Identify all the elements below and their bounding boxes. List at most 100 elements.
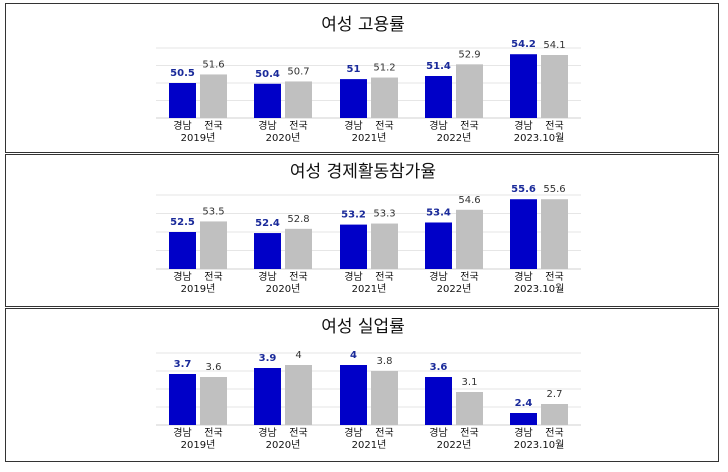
category-label: 2020년	[266, 283, 301, 295]
data-label: 4	[295, 350, 301, 361]
bar-gyeongnam	[254, 233, 281, 269]
series-label: 경남	[344, 270, 362, 283]
series-label: 경남	[429, 270, 447, 283]
bar-gyeongnam	[254, 368, 281, 425]
series-label: 전국	[375, 271, 393, 283]
participation-rate-chart: 여성 경제활동참가율 52.5경남53.5전국2019년52.4경남52.8전국…	[156, 162, 581, 295]
data-label: 2.7	[547, 389, 563, 400]
data-label: 51.2	[373, 63, 395, 74]
series-label: 경남	[344, 426, 362, 439]
category-label: 2022년	[437, 283, 472, 295]
category-label: 2021년	[352, 283, 387, 295]
category-label: 2021년	[352, 132, 387, 144]
bar-gyeongnam	[425, 76, 452, 118]
data-label: 54.1	[543, 40, 565, 51]
category-label: 2020년	[266, 132, 301, 144]
bar-national	[200, 377, 227, 425]
data-label: 2.4	[515, 398, 533, 409]
employment-rate-chart: 여성 고용률 50.5경남51.6전국2019년50.4경남50.7전국2020…	[156, 15, 581, 144]
bar-national	[285, 81, 312, 118]
data-label: 50.7	[287, 66, 309, 77]
bar-gyeongnam	[425, 222, 452, 269]
series-label: 전국	[204, 120, 222, 132]
bar-national	[456, 209, 483, 269]
data-label: 4	[350, 350, 357, 361]
data-label: 53.2	[341, 210, 366, 221]
series-label: 경남	[429, 119, 447, 132]
participation-rate-panel: 여성 경제활동참가율 52.5 경남 53.5 전국 2019년 52.4 경남 52.8 전국…	[5, 154, 719, 307]
category-label: 2019년	[181, 283, 216, 295]
data-label: 51.6	[202, 59, 224, 70]
series-label: 전국	[204, 427, 222, 439]
bar-gyeongnam	[425, 377, 452, 425]
data-label: 50.5	[170, 68, 195, 79]
series-label: 경남	[514, 270, 532, 283]
data-label: 51	[347, 64, 361, 75]
bar-gyeongnam	[510, 199, 537, 269]
data-label: 51.4	[426, 61, 451, 72]
bar-gyeongnam	[510, 413, 537, 425]
bar-gyeongnam	[340, 365, 367, 425]
data-label: 3.9	[259, 353, 277, 364]
bar-national	[200, 221, 227, 269]
series-label: 전국	[545, 427, 563, 439]
series-label: 경남	[429, 426, 447, 439]
data-label: 55.6	[543, 184, 565, 195]
data-label: 54.2	[511, 39, 536, 50]
series-label: 경남	[344, 119, 362, 132]
bar-national	[285, 365, 312, 425]
data-label: 52.4	[255, 218, 280, 229]
series-label: 경남	[514, 119, 532, 132]
category-label: 2022년	[437, 439, 472, 451]
series-label: 전국	[375, 427, 393, 439]
category-label: 2019년	[181, 132, 216, 144]
series-label: 전국	[375, 120, 393, 132]
data-label: 3.7	[174, 359, 192, 370]
category-label: 2023.10월	[514, 439, 565, 451]
series-label: 전국	[460, 120, 478, 132]
category-label: 2020년	[266, 439, 301, 451]
chart-title: 여성 실업률	[321, 317, 405, 337]
data-label: 54.6	[458, 195, 480, 206]
series-label: 전국	[204, 271, 222, 283]
unemployment-rate-chart: 여성 실업률 3.7경남3.6전국2019년3.9경남4전국2020년4경남3.…	[156, 317, 581, 451]
bar-gyeongnam	[340, 79, 367, 118]
series-label: 전국	[545, 120, 563, 132]
series-label: 경남	[173, 119, 191, 132]
data-label: 53.4	[426, 207, 451, 218]
unemployment-rate-panel: 여성 실업률 3.7 경남 3.6 전국 2019년 3.9 경남 4 전국 2020년 4 경남 3.…	[5, 308, 719, 462]
category-label: 2022년	[437, 132, 472, 144]
series-label: 경남	[173, 270, 191, 283]
data-label: 53.3	[373, 209, 395, 220]
series-label: 경남	[258, 426, 276, 439]
data-label: 3.8	[377, 356, 393, 367]
bar-national	[371, 77, 398, 118]
bar-gyeongnam	[254, 83, 281, 118]
data-label: 3.6	[430, 362, 448, 373]
bar-national	[541, 199, 568, 269]
bar-national	[541, 404, 568, 425]
data-label: 53.5	[202, 206, 224, 217]
data-label: 52.9	[458, 49, 480, 60]
bar-national	[371, 371, 398, 425]
series-label: 경남	[258, 270, 276, 283]
series-label: 전국	[289, 271, 307, 283]
series-label: 전국	[289, 427, 307, 439]
bar-national	[456, 64, 483, 118]
bar-gyeongnam	[510, 54, 537, 118]
category-label: 2019년	[181, 439, 216, 451]
data-label: 55.6	[511, 184, 536, 195]
data-label: 50.4	[255, 69, 280, 80]
bar-national	[285, 228, 312, 269]
category-label: 2023.10월	[514, 132, 565, 144]
series-label: 경남	[514, 426, 532, 439]
bar-national	[200, 74, 227, 118]
bar-gyeongnam	[340, 224, 367, 269]
category-label: 2021년	[352, 439, 387, 451]
series-label: 경남	[173, 426, 191, 439]
series-label: 전국	[460, 271, 478, 283]
category-label: 2023.10월	[514, 283, 565, 295]
chart-title: 여성 경제활동참가율	[290, 162, 436, 182]
series-label: 전국	[289, 120, 307, 132]
